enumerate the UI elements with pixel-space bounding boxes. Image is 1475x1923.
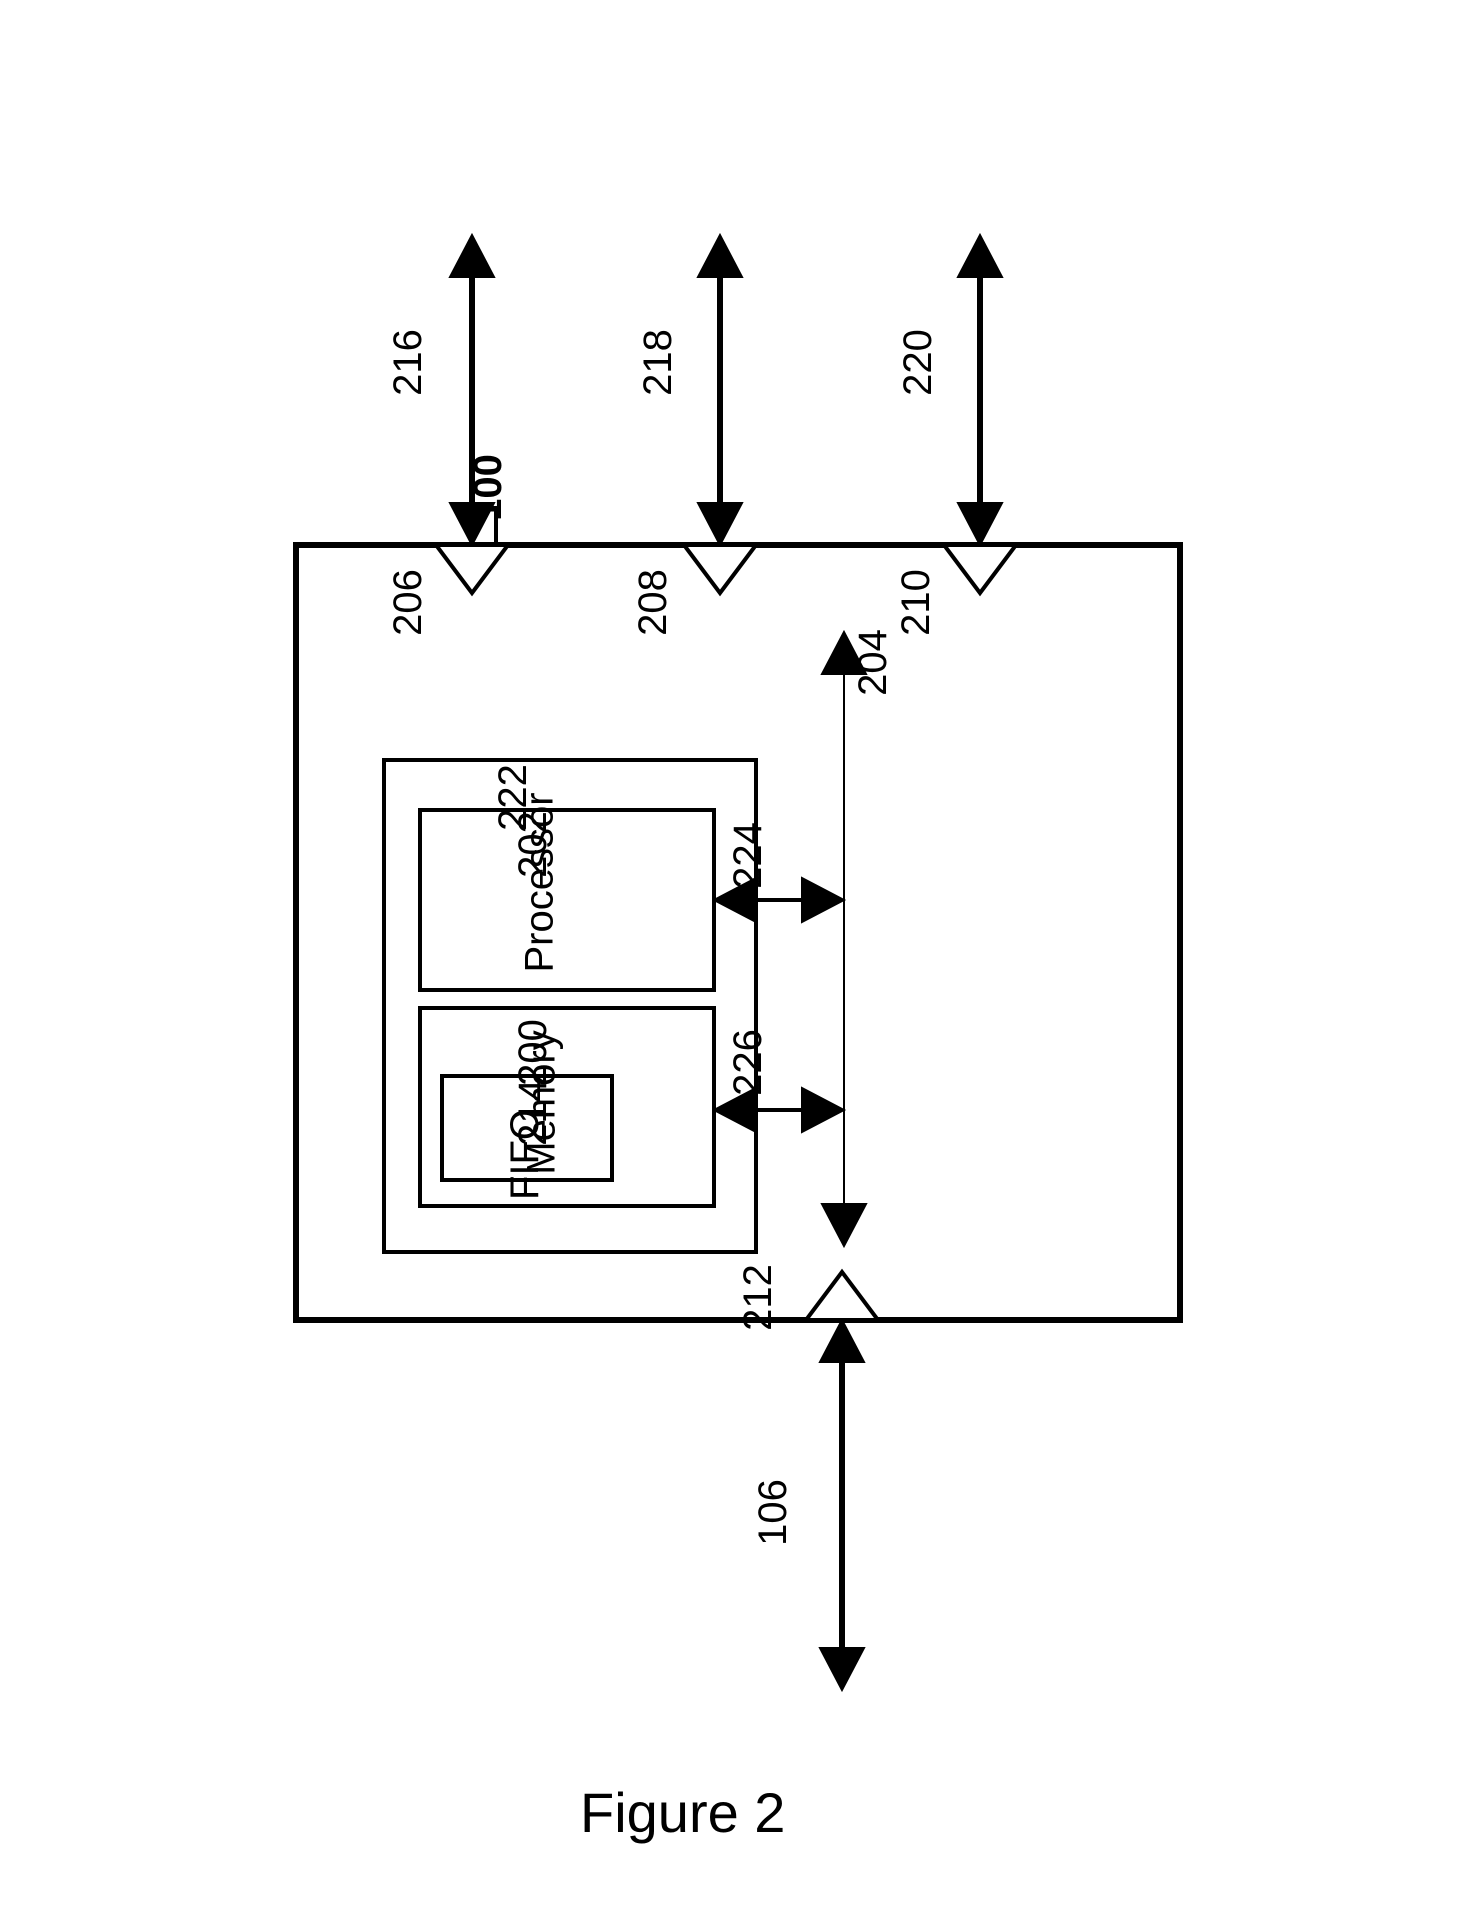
label-port-212: 212 — [736, 1264, 781, 1331]
label-port-206: 206 — [386, 569, 431, 636]
label-arrow-106: 106 — [751, 1479, 796, 1546]
diagram-page: Figure 2 100 222 202 Processor 200 Memor… — [0, 0, 1475, 1923]
label-processor-text: Processor — [518, 792, 563, 972]
label-arrow-216: 216 — [386, 329, 431, 396]
label-bus-ref: 204 — [851, 629, 896, 696]
label-outer-ref: 100 — [466, 454, 511, 521]
label-port-210: 210 — [894, 569, 939, 636]
label-arrow-226: 226 — [726, 1029, 771, 1096]
diagram-svg — [0, 0, 1475, 1923]
label-arrow-224: 224 — [726, 822, 771, 889]
label-port-208: 208 — [631, 569, 676, 636]
label-arrow-220: 220 — [896, 329, 941, 396]
label-fifo-text: FIFO — [503, 1109, 548, 1200]
figure-caption: Figure 2 — [580, 1780, 785, 1845]
label-arrow-218: 218 — [636, 329, 681, 396]
